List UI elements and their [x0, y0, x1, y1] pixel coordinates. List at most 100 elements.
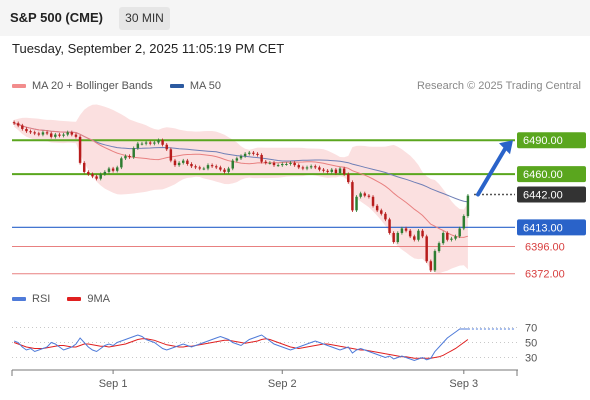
- candle-body: [16, 123, 20, 126]
- chart-datetime: Tuesday, September 2, 2025 11:05:19 PM C…: [12, 41, 285, 56]
- research-credit: Research © 2025 Trading Central: [416, 80, 581, 92]
- candle-body: [252, 152, 255, 154]
- candle-body: [400, 228, 404, 233]
- time-axis: Sep 1 Sep 2 Sep 3: [11, 369, 518, 390]
- timeframe-button[interactable]: 30 MIN: [119, 7, 170, 30]
- candle-body: [194, 166, 197, 168]
- candle-body: [301, 167, 305, 169]
- rsi-tick-label: 70: [525, 323, 537, 335]
- candle-body: [210, 165, 214, 167]
- projection: [476, 140, 513, 197]
- candle-body: [297, 165, 301, 168]
- candle-body: [120, 158, 123, 168]
- candle-body: [231, 160, 234, 169]
- rsi-tick-label: 30: [525, 353, 537, 365]
- candle-body: [425, 236, 428, 262]
- candle-body: [305, 167, 309, 169]
- resistance-tag: [517, 166, 586, 183]
- candle-body: [260, 154, 263, 162]
- candle-body: [462, 216, 466, 229]
- current-price-tag: [517, 186, 586, 203]
- candle-body: [367, 195, 371, 197]
- candle-body: [466, 195, 470, 217]
- candle-body: [417, 230, 420, 240]
- candle-body: [29, 131, 32, 133]
- candle-body: [198, 167, 201, 169]
- main-legend: MA 20 + Bollinger Bands MA 50: [12, 80, 235, 92]
- bollinger-bands: [14, 104, 468, 274]
- rsi-ma9-line: [13, 338, 469, 359]
- candle-body: [153, 142, 156, 144]
- candle-body: [87, 171, 90, 175]
- candle-body: [148, 142, 152, 144]
- level-tags: 6490.00 6460.00 6442.00 6413.00 6396.00 6372.…: [517, 132, 586, 281]
- candle-body: [450, 238, 453, 240]
- candle-body: [62, 134, 65, 136]
- candle-body: [454, 236, 457, 239]
- candle-body: [66, 132, 69, 135]
- candle-body: [82, 162, 86, 172]
- candle-body: [404, 228, 408, 231]
- ma20-line: [13, 122, 469, 238]
- rsi-legend: RSI 9MA: [12, 293, 124, 305]
- candle-body: [281, 163, 284, 166]
- candle-body: [206, 165, 210, 169]
- rsi-swatch: [12, 297, 26, 302]
- candle-body: [107, 168, 111, 172]
- candle-body: [458, 228, 461, 237]
- candle-body: [202, 168, 206, 170]
- candle-body: [392, 232, 395, 243]
- candle-body: [293, 162, 296, 166]
- candle-body: [12, 122, 16, 124]
- candle-body: [264, 161, 267, 163]
- candle-body: [285, 163, 288, 165]
- candle-body: [437, 243, 441, 252]
- legend-label-ma20: MA 20 + Bollinger Bands: [32, 80, 153, 92]
- candle-body: [144, 142, 148, 144]
- candle-body: [433, 251, 437, 271]
- candle-body: [190, 163, 193, 167]
- candle-body: [342, 168, 346, 175]
- candle-body: [91, 174, 94, 177]
- resistance-tag: [517, 132, 586, 149]
- candle-body: [272, 162, 276, 166]
- candle-body: [103, 171, 107, 175]
- candle-body: [223, 169, 226, 172]
- candle-body: [380, 210, 383, 214]
- candle-body: [157, 140, 160, 143]
- x-tick-label: Sep 1: [99, 378, 128, 390]
- candle-body: [388, 219, 391, 233]
- candle-body: [441, 232, 445, 244]
- current-price-label: 6442.00: [523, 190, 563, 202]
- candle-body: [384, 213, 387, 220]
- candle-body: [235, 158, 239, 161]
- candle-body: [243, 153, 247, 157]
- bollinger-band-fill: [14, 104, 468, 274]
- price-levels: [12, 139, 515, 275]
- projection-arrow-shaft: [476, 145, 508, 197]
- candle-body: [95, 176, 98, 179]
- candle-body: [421, 230, 424, 237]
- candle-body: [248, 152, 251, 154]
- legend-label-9ma: 9MA: [87, 293, 111, 305]
- candle-body: [375, 205, 379, 211]
- candle-body: [363, 193, 367, 196]
- candle-body: [338, 168, 342, 174]
- instrument-title: S&P 500 (CME): [10, 10, 103, 25]
- ma20-swatch: [12, 84, 26, 89]
- candle-body: [177, 162, 181, 166]
- support-label: 6372.00: [525, 269, 565, 281]
- candle-body: [322, 169, 325, 171]
- candle-body: [74, 134, 78, 137]
- x-tick-label: Sep 3: [449, 378, 478, 390]
- legend-item-ma50: MA 50: [169, 80, 222, 92]
- candle-body: [309, 166, 313, 168]
- legend-label-ma50: MA 50: [189, 80, 222, 92]
- candle-body: [413, 236, 416, 240]
- candle-body: [140, 143, 144, 145]
- resistance-label: 6490.00: [523, 135, 563, 147]
- candle-body: [318, 167, 321, 170]
- candle-body: [256, 153, 259, 155]
- rsi-panel: 70 50 30: [12, 323, 537, 365]
